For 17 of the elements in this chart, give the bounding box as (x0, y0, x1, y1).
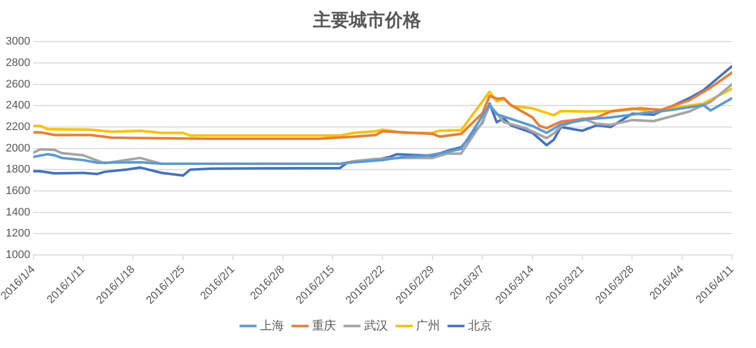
y-tick-label: 2200 (6, 121, 30, 134)
y-tick-label: 1200 (6, 228, 30, 240)
legend-label: 上海 (260, 318, 284, 332)
y-tick-label: 1600 (6, 185, 30, 198)
legend-label: 武汉 (364, 318, 388, 332)
legend-label: 广州 (416, 318, 440, 332)
y-tick-label: 2000 (6, 142, 30, 154)
y-tick-label: 1000 (6, 249, 30, 262)
y-tick-label: 3000 (6, 36, 30, 48)
y-tick-label: 2600 (6, 78, 30, 90)
legend-label: 重庆 (312, 318, 336, 332)
y-tick-label: 1800 (6, 164, 30, 176)
y-tick-label: 2800 (6, 56, 30, 69)
y-tick-label: 2400 (6, 100, 30, 112)
legend-label: 北京 (468, 318, 492, 332)
y-tick-label: 1400 (6, 206, 30, 218)
chart-title: 主要城市价格 (312, 10, 422, 30)
